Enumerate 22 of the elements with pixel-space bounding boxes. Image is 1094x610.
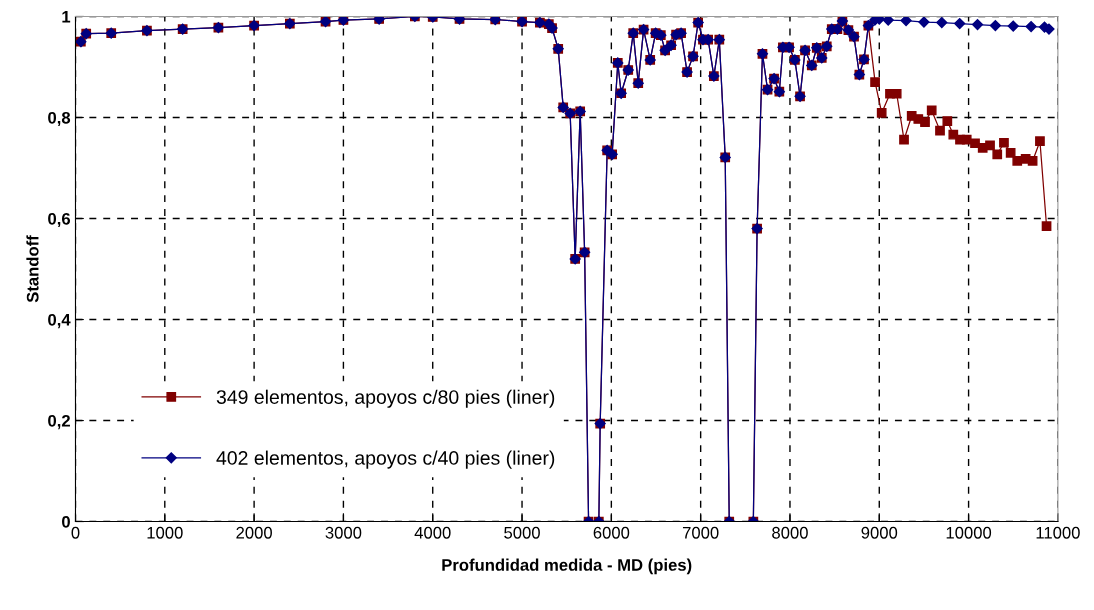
y-tick-label: 0,4 [48, 313, 71, 329]
y-tick-label: 0,2 [48, 414, 70, 430]
x-tick-label: 4000 [414, 526, 451, 539]
x-tick-label: 5000 [504, 526, 540, 539]
legend-label: 349 elementos, apoyos c/80 pies (liner) [216, 389, 555, 408]
x-tick-label: 10000 [946, 526, 992, 539]
x-tick-label: 3000 [325, 526, 362, 539]
y-tick-label: 0,6 [48, 212, 71, 228]
x-tick-label: 7000 [682, 526, 719, 539]
x-tick-label: 6000 [593, 526, 630, 539]
x-tick-label: 11000 [1036, 526, 1080, 539]
y-tick-label: 0,8 [48, 111, 71, 127]
y-tick-label: 1 [62, 11, 71, 23]
x-tick-label: 9000 [861, 526, 898, 539]
y-axis-title: Standoff [26, 235, 39, 303]
x-axis-title: Profundidad medida - MD (pies) [442, 558, 692, 575]
y-tick-label: 0 [62, 515, 70, 528]
x-tick-label: 1000 [147, 526, 183, 539]
x-tick-label: 0 [71, 526, 80, 539]
legend-label: 402 elementos, apoyos c/40 pies (liner) [216, 450, 555, 469]
x-tick-label: 2000 [236, 526, 272, 539]
x-tick-label: 8000 [772, 526, 808, 539]
